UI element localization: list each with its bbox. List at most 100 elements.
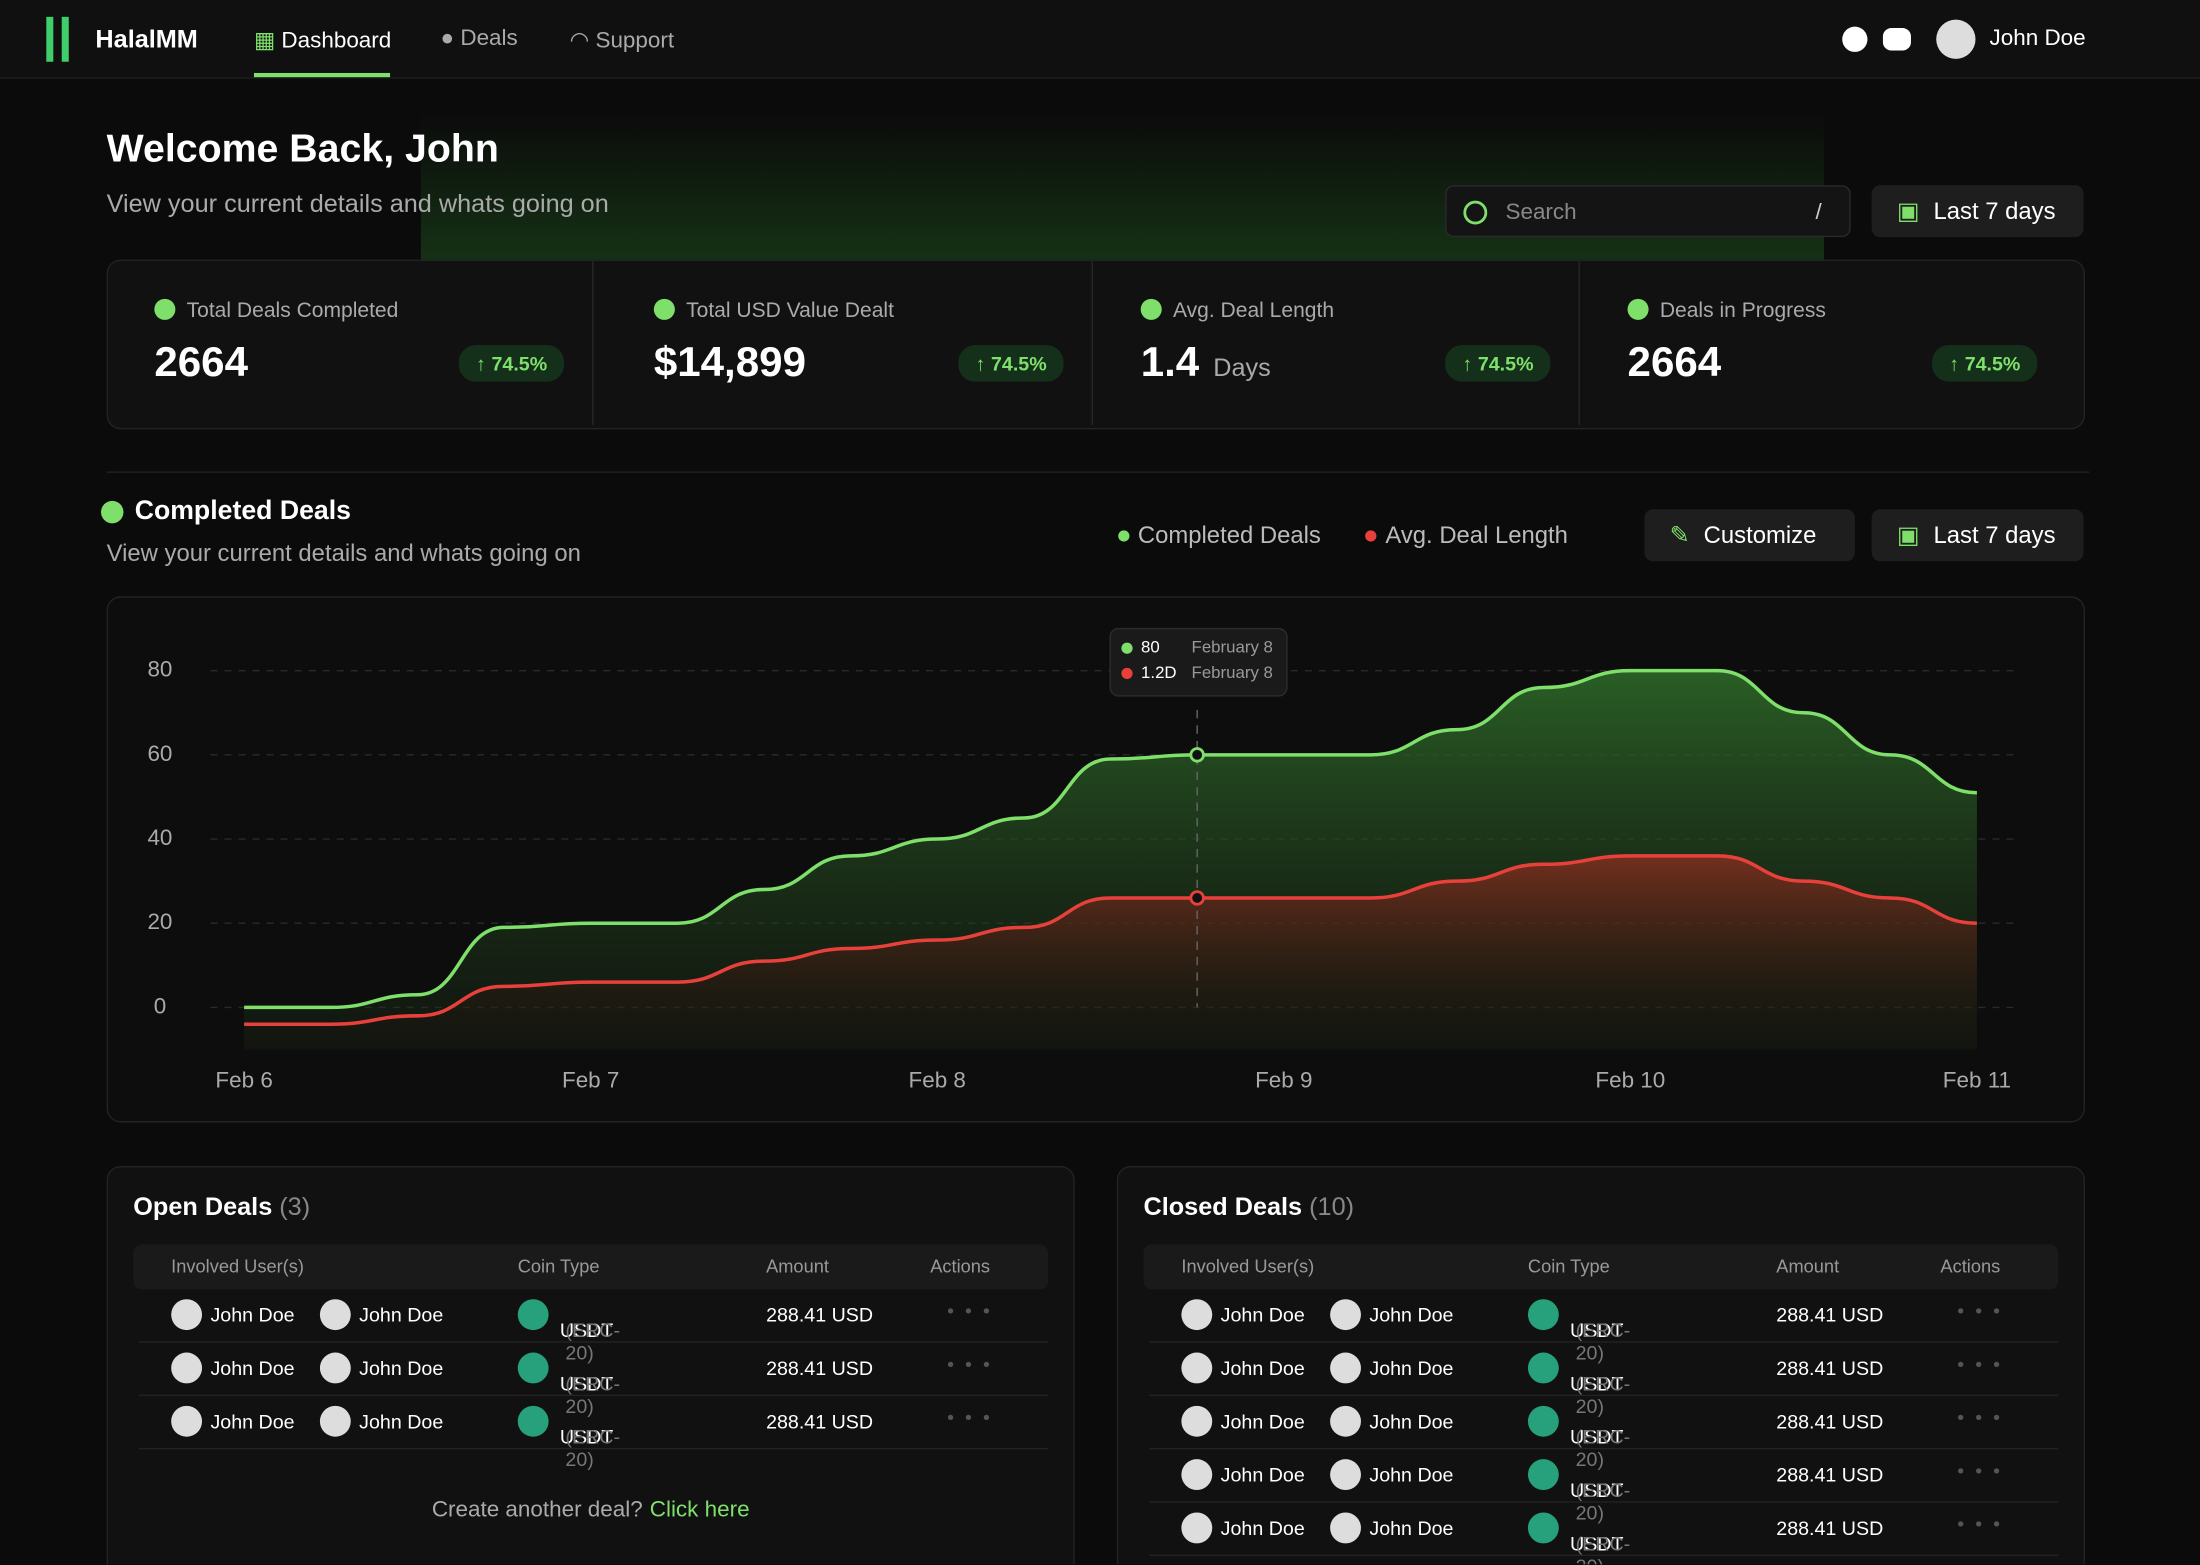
page-title: Welcome Back, John: [106, 126, 499, 170]
stat-value-text: $14,899: [653, 339, 806, 386]
stat-card: Deals in Progress 2664 ↑ 74.5%: [1580, 261, 2065, 425]
footer-link[interactable]: Click here: [649, 1498, 750, 1523]
coin-icon: [1527, 1405, 1559, 1437]
column-header: Involved User(s): [171, 1255, 304, 1277]
actions-menu[interactable]: • • •: [1957, 1405, 2003, 1429]
amount: 288.41 USD: [1776, 1516, 1884, 1540]
coin-name: USDT: [1570, 1372, 1624, 1395]
stat-value-text: 2664: [154, 339, 248, 386]
search-shortcut: /: [1815, 200, 1822, 225]
arrow-icon: ↑: [476, 352, 486, 375]
stat-value: 2664: [154, 340, 248, 388]
nav-link[interactable]: ◠ Support: [569, 29, 675, 54]
telegram-icon[interactable]: [1842, 26, 1868, 52]
coin-name: USDT: [559, 1425, 614, 1448]
logo: [46, 16, 69, 62]
coin-name: USDT: [1570, 1532, 1624, 1555]
discord-icon[interactable]: [1882, 28, 1911, 51]
nav-link-text: Support: [595, 29, 675, 54]
x-tick-label: Feb 7: [562, 1068, 619, 1093]
chart: 0 20 40 60 80 Feb 6 Feb 7 Feb 8 Feb 9 Feb 10 Feb 1…: [147, 627, 2018, 1093]
actions-menu[interactable]: • • •: [1957, 1459, 2003, 1482]
nav-link[interactable]: ● Deals: [440, 26, 518, 51]
amount: 288.41 USD: [766, 1303, 874, 1326]
divider: [106, 471, 2090, 473]
table-row: John Doe John Doe USDT(ERC-20) 288.41 USD • …: [138, 1341, 1049, 1417]
coin-name: USDT: [559, 1372, 614, 1395]
customize-button[interactable]: ✎ Customize: [1644, 509, 1855, 562]
amount: 288.41 USD: [766, 1410, 874, 1433]
user-name: John Doe: [359, 1356, 444, 1380]
chart-card: 0 20 40 60 80 Feb 6 Feb 7 Feb 8 Feb 9 Feb 10 Feb 1…: [106, 596, 2085, 1123]
user-name: John Doe: [1220, 1410, 1305, 1433]
user-avatar: [1181, 1459, 1213, 1491]
legend-item: Avg. Deal Length: [1365, 522, 1568, 550]
actions-menu[interactable]: • • •: [1957, 1299, 2003, 1322]
stat-change: ↑ 74.5%: [1445, 345, 1551, 382]
stat-change-text: 74.5%: [1477, 352, 1534, 375]
stat-change-text: 74.5%: [491, 352, 548, 375]
table-title-text: Closed Deals: [1143, 1192, 1303, 1221]
range-text: Last 7 days: [1933, 197, 2056, 224]
actions-menu[interactable]: • • •: [947, 1405, 993, 1429]
table-row: John Doe John Doe USDT(ERC-20) 288.41 USD • …: [1149, 1501, 2059, 1564]
table-row: John Doe John Doe USDT(ERC-20) 288.41 USD • …: [138, 1288, 1049, 1364]
user-name: John Doe: [210, 1303, 295, 1326]
table-title: Closed Deals (10): [1143, 1193, 1354, 1222]
user-avatar: [1181, 1405, 1213, 1437]
search-box[interactable]: Search /: [1445, 185, 1851, 238]
amount: 288.41 USD: [1776, 1463, 1884, 1486]
user-name: John Doe: [1369, 1303, 1454, 1326]
tooltip-dot: [1121, 642, 1133, 654]
actions-menu[interactable]: • • •: [1957, 1512, 2003, 1535]
actions-menu[interactable]: • • •: [947, 1352, 993, 1375]
legend-swatch: [1118, 530, 1130, 542]
amount: 288.41 USD: [1776, 1356, 1884, 1380]
table-row: John Doe John Doe USDT(ERC-20) 288.41 USD • …: [1149, 1448, 2059, 1524]
range-button[interactable]: ▣ Last 7 days: [1871, 509, 2084, 562]
coin-network: (ERC-20): [565, 1318, 620, 1364]
search-placeholder: Search: [1505, 200, 1577, 225]
actions-menu[interactable]: • • •: [947, 1299, 993, 1322]
stat-change: ↑ 74.5%: [1932, 345, 2038, 382]
tooltip-box: [1109, 627, 1288, 697]
arrow-icon: ↑: [1462, 352, 1473, 375]
section-subtitle: View your current details and whats goin…: [106, 540, 581, 567]
column-header: Coin Type: [517, 1255, 600, 1277]
y-tick-label: 0: [154, 993, 166, 1018]
table-row: John Doe John Doe USDT(ERC-20) 288.41 USD • …: [1149, 1288, 2059, 1364]
legend-label: Completed Deals: [1137, 521, 1321, 549]
stat-unit: Days: [1213, 353, 1271, 382]
brand: HalalMM: [95, 25, 198, 54]
coin-icon: [517, 1352, 549, 1384]
x-tick-label: Feb 8: [909, 1068, 966, 1093]
table-title-text: Open Deals: [133, 1192, 273, 1221]
table-title: Open Deals (3): [133, 1193, 310, 1222]
y-tick-label: 60: [147, 741, 172, 766]
nav-link[interactable]: ▦ Dashboard: [253, 29, 392, 54]
coin-icon: [517, 1405, 549, 1437]
stats-card: [106, 259, 2085, 430]
user-avatar: [1330, 1299, 1361, 1331]
avatar[interactable]: [1936, 19, 1976, 59]
table-row: John Doe John Doe USDT(ERC-20) 288.41 USD • …: [138, 1395, 1049, 1470]
stat-value-text: 1.4: [1140, 339, 1200, 386]
x-tick-label: Feb 10: [1595, 1068, 1665, 1093]
coin-network: (ERC-20): [565, 1425, 620, 1471]
column-header: Coin Type: [1527, 1255, 1610, 1277]
arrow-icon: ↑: [1949, 352, 1960, 375]
user-name[interactable]: John Doe: [1989, 26, 2086, 51]
actions-menu[interactable]: • • •: [1957, 1352, 2003, 1375]
footer-text: Create another deal?: [431, 1498, 643, 1523]
user-avatar: [319, 1405, 351, 1437]
search-icon: [1463, 200, 1488, 225]
stat-value: 1.4 Days: [1141, 340, 1271, 388]
coin-icon: [1527, 1459, 1559, 1491]
stat-value: $14,899: [654, 340, 806, 388]
nav-bar: HalalMM ▦ Dashboard ● Deals ◠ Support Jo…: [0, 0, 2200, 79]
range-button[interactable]: ▣ Last 7 days: [1871, 185, 2084, 238]
user-avatar: [319, 1299, 351, 1331]
closed-deals-card: Closed Deals (10) Involved User(s) Coin Typ…: [1116, 1165, 2085, 1565]
user-avatar: [1181, 1352, 1213, 1384]
user-avatar: [1330, 1459, 1361, 1491]
